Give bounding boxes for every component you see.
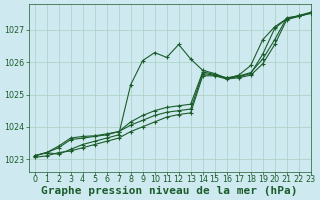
X-axis label: Graphe pression niveau de la mer (hPa): Graphe pression niveau de la mer (hPa) bbox=[41, 186, 298, 196]
